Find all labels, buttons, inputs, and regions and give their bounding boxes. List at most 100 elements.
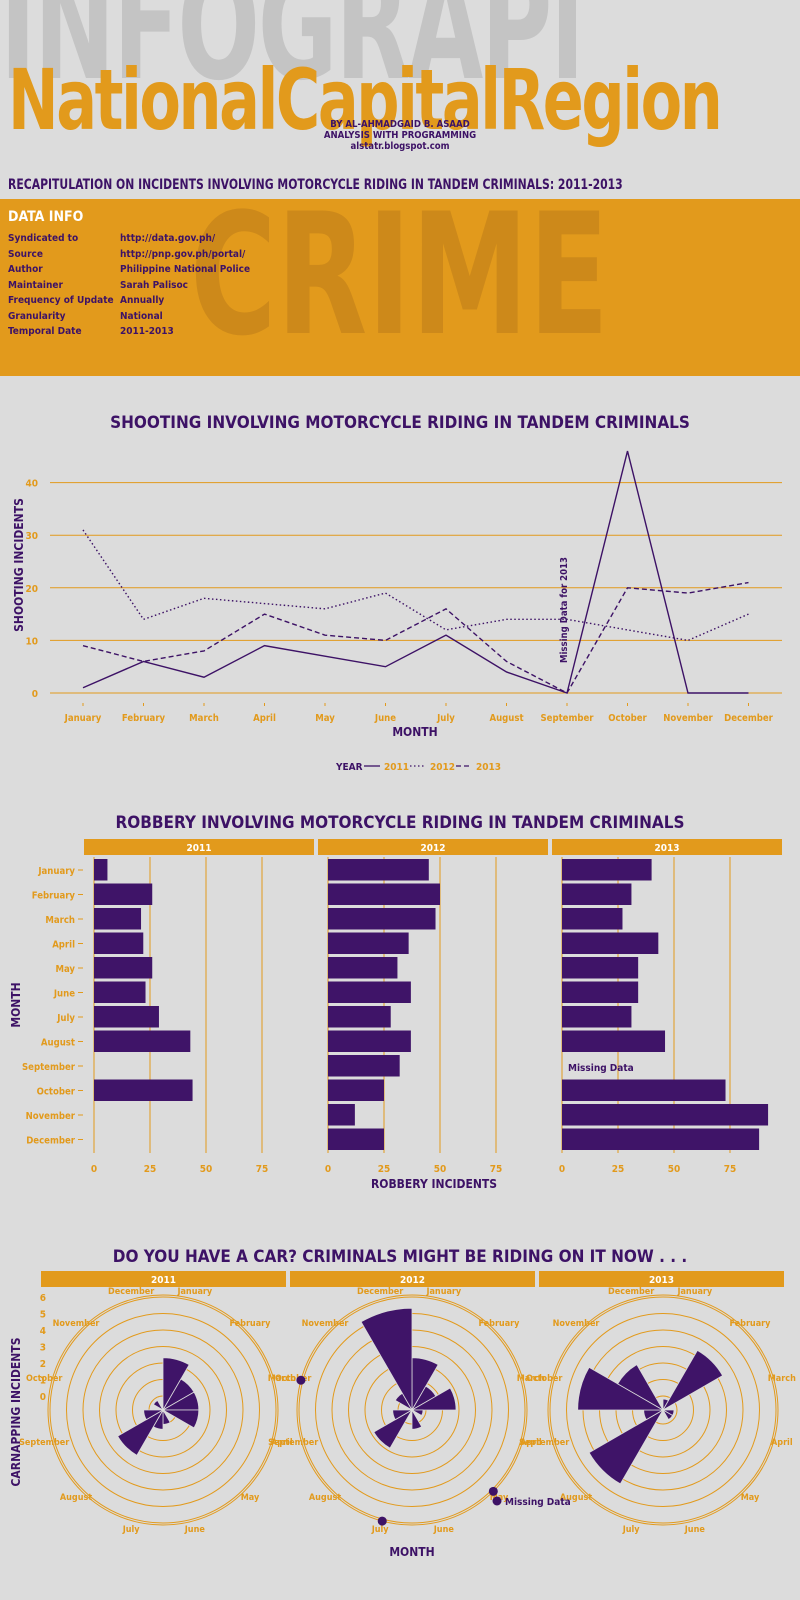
byline-url: alstatr.blogspot.com: [350, 141, 450, 152]
missing-data-marker: [377, 1516, 387, 1526]
data-info-heading: DATA INFO: [8, 209, 84, 225]
bar-2011-July: [94, 1006, 159, 1028]
legend-missing-data-marker: [492, 1496, 502, 1506]
radial-grid-ring: [566, 1313, 760, 1507]
bar-2012-October: [328, 1079, 384, 1101]
x-tick-label: August: [489, 713, 523, 724]
bar-2011-April: [94, 932, 144, 954]
bar-2012-May: [328, 957, 398, 979]
bar-2013-January: [562, 859, 652, 881]
info-value: 2011-2013: [120, 326, 174, 337]
wedge-2013-February: [661, 1349, 724, 1412]
carnapping-y-axis-label: CARNAPPING INCIDENTS: [9, 1338, 23, 1487]
x-tick-label: March: [189, 713, 219, 724]
recap-heading: RECAPITULATION ON INCIDENTS INVOLVING MO…: [8, 177, 623, 193]
shooting-y-axis-label: SHOOTING INCIDENTS: [12, 498, 26, 632]
bar-2012-November: [328, 1104, 355, 1126]
shooting-legend: YEAR 2011 2012 2013: [335, 762, 501, 773]
radial-grid-ring: [82, 1329, 244, 1491]
info-row: Granularity National: [8, 311, 163, 322]
month-label: January: [676, 1287, 712, 1297]
y-tick-label: 10: [25, 636, 38, 647]
info-value: Sarah Palisoc: [120, 279, 189, 291]
wedge-2013-August: [588, 1408, 665, 1485]
carnapping-x-axis-label: MONTH: [389, 1545, 434, 1559]
panel-header-label: 2013: [654, 843, 679, 854]
legend-2012-label: 2012: [430, 762, 455, 773]
y-tick-label: 3: [40, 1343, 46, 1354]
y-tick-label: January: [37, 866, 75, 877]
bar-2013-November: [562, 1104, 769, 1126]
panel-header: [290, 1271, 535, 1287]
x-tick-label: April: [253, 713, 276, 724]
y-tick-label: 2: [40, 1359, 46, 1370]
month-label: February: [729, 1319, 771, 1329]
bar-2011-June: [94, 981, 146, 1003]
legend-2011-label: 2011: [384, 762, 409, 773]
month-label: July: [122, 1525, 141, 1535]
bar-2013-August: [562, 1030, 666, 1052]
y-tick-label: July: [56, 1013, 75, 1024]
y-tick-label: February: [32, 891, 76, 902]
radial-grid-ring: [99, 1346, 227, 1474]
y-tick-label: 20: [25, 584, 38, 595]
bar-2011-January: [94, 859, 108, 881]
y-tick-label: June: [53, 989, 75, 1000]
page-title: NationalCapitalRegion: [8, 51, 723, 149]
missing-data-marker: [296, 1375, 306, 1385]
shooting-chart-title: SHOOTING INVOLVING MOTORCYCLE RIDING IN …: [110, 413, 690, 433]
shooting-line-chart: 0 10 20 30 40 January February March April May Jun…: [12, 450, 782, 773]
y-tick-label: 40: [25, 479, 38, 490]
wedge-2012-June: [411, 1408, 423, 1430]
bar-2011-October: [94, 1079, 193, 1101]
bar-2012-August: [328, 1030, 411, 1052]
month-label: April: [271, 1438, 293, 1448]
month-label: August: [309, 1493, 341, 1503]
month-label: July: [371, 1525, 390, 1535]
info-row: Frequency of Update Annually: [8, 295, 164, 306]
month-label: January: [176, 1287, 212, 1297]
wedge-2011-January: [162, 1357, 190, 1412]
y-tick-label: 0: [32, 689, 38, 700]
y-tick-label: 6: [40, 1293, 46, 1304]
y-tick-label: 0: [40, 1392, 46, 1403]
info-value: Philippine National Police: [120, 264, 251, 275]
y-tick-label: April: [52, 940, 75, 951]
x-tick-label: 75: [490, 1164, 503, 1175]
info-value: Annually: [120, 295, 165, 306]
y-tick-label: December: [26, 1136, 76, 1147]
wedge-2012-December: [360, 1307, 413, 1412]
robbery-chart-title: ROBBERY INVOLVING MOTORCYCLE RIDING IN T…: [115, 813, 685, 833]
y-tick-label: May: [55, 964, 75, 975]
carnapping-polar-chart: 01234562011JanuaryFebruaryMarchAprilMayJ…: [9, 1271, 796, 1559]
bar-2013-July: [562, 1006, 632, 1028]
month-label: March: [768, 1374, 796, 1384]
y-tick-label: 1: [40, 1376, 46, 1387]
bar-2012-January: [328, 859, 429, 881]
y-tick-label: 5: [40, 1310, 46, 1321]
radial-grid-ring: [49, 1296, 277, 1524]
month-label: June: [433, 1525, 455, 1535]
x-tick-label: July: [436, 713, 455, 724]
robbery-bar-chart: January February March April May June July Augu…: [9, 839, 782, 1191]
x-tick-label: January: [64, 713, 102, 724]
bar-2013-February: [562, 883, 632, 905]
bar-2012-June: [328, 981, 411, 1003]
info-key: Syndicated to: [8, 233, 79, 244]
y-tick-label: October: [37, 1087, 76, 1098]
x-tick-label: December: [724, 713, 774, 724]
outer-ring: [47, 1294, 279, 1526]
month-label: October: [526, 1374, 562, 1384]
bar-2012-April: [328, 932, 409, 954]
wedge-2013-October: [577, 1366, 665, 1411]
x-tick-label: 75: [256, 1164, 269, 1175]
missing-data-annotation: Missing Data for 2013: [559, 557, 570, 663]
bar-2012-February: [328, 883, 440, 905]
x-tick-label: 25: [144, 1164, 157, 1175]
wedge-2011-September: [143, 1409, 165, 1421]
bar-2012-March: [328, 908, 436, 930]
series-line-2013: [82, 581, 749, 694]
bar-2011-August: [94, 1030, 191, 1052]
x-tick-label: 25: [378, 1164, 391, 1175]
bar-2012-December: [328, 1128, 384, 1150]
